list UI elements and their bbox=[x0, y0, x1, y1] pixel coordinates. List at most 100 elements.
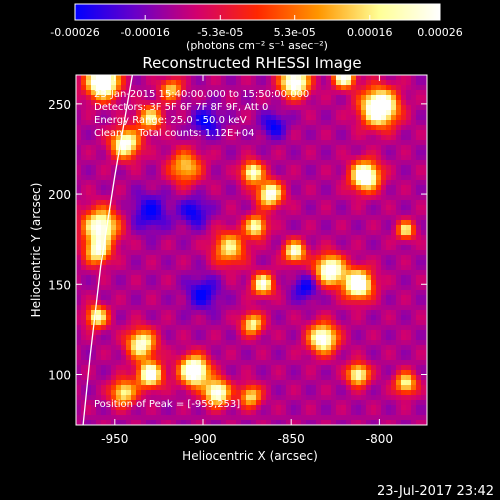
heatmap-cell bbox=[296, 120, 302, 126]
heatmap-cell bbox=[221, 150, 227, 156]
heatmap-cell bbox=[296, 395, 302, 401]
heatmap-cell bbox=[86, 145, 92, 151]
heatmap-cell bbox=[416, 105, 422, 111]
heatmap-cell bbox=[286, 315, 292, 321]
heatmap-cell bbox=[96, 355, 102, 361]
heatmap-cell bbox=[91, 135, 97, 141]
heatmap-cell bbox=[321, 295, 327, 301]
heatmap-cell bbox=[91, 405, 97, 411]
heatmap-cell bbox=[231, 265, 237, 271]
heatmap-cell bbox=[161, 400, 167, 406]
heatmap-cell bbox=[226, 175, 232, 181]
heatmap-cell bbox=[241, 305, 247, 311]
heatmap-cell bbox=[236, 360, 242, 366]
heatmap-cell bbox=[361, 320, 367, 326]
heatmap-cell bbox=[166, 160, 172, 166]
heatmap-cell bbox=[386, 405, 392, 411]
heatmap-cell bbox=[421, 370, 427, 376]
heatmap-cell bbox=[346, 115, 352, 121]
heatmap-cell bbox=[311, 265, 317, 271]
heatmap-cell bbox=[336, 230, 342, 236]
heatmap-cell bbox=[346, 235, 352, 241]
heatmap-cell bbox=[101, 360, 107, 366]
colorbar-tick-label: -0.00016 bbox=[120, 26, 169, 39]
heatmap-cell bbox=[291, 165, 297, 171]
heatmap-cell bbox=[406, 325, 412, 331]
heatmap-cell bbox=[156, 350, 162, 356]
heatmap-cell bbox=[226, 250, 232, 256]
heatmap-cell bbox=[211, 290, 217, 296]
heatmap-cell bbox=[381, 265, 387, 271]
heatmap-cell bbox=[251, 155, 257, 161]
heatmap-cell bbox=[76, 260, 82, 266]
heatmap-cell bbox=[241, 275, 247, 281]
heatmap-cell bbox=[336, 185, 342, 191]
heatmap-cell bbox=[246, 265, 252, 271]
heatmap-cell bbox=[316, 115, 322, 121]
heatmap-cell bbox=[171, 110, 177, 116]
heatmap-cell bbox=[371, 90, 377, 96]
heatmap-cell bbox=[251, 305, 257, 311]
heatmap-cell bbox=[176, 395, 182, 401]
heatmap-cell bbox=[206, 240, 212, 246]
heatmap-cell bbox=[211, 385, 217, 391]
heatmap-cell bbox=[91, 160, 97, 166]
heatmap-cell bbox=[206, 390, 212, 396]
heatmap-cell bbox=[106, 310, 112, 316]
heatmap-cell bbox=[226, 140, 232, 146]
heatmap-cell bbox=[171, 335, 177, 341]
heatmap-cell bbox=[361, 290, 367, 296]
heatmap-cell bbox=[411, 140, 417, 146]
heatmap-cell bbox=[241, 235, 247, 241]
heatmap-cell bbox=[186, 220, 192, 226]
heatmap-cell bbox=[181, 415, 187, 421]
heatmap-cell bbox=[401, 190, 407, 196]
heatmap-cell bbox=[266, 255, 272, 261]
heatmap-cell bbox=[291, 260, 297, 266]
heatmap-cell bbox=[271, 150, 277, 156]
heatmap-cell bbox=[351, 185, 357, 191]
heatmap-cell bbox=[376, 95, 382, 101]
heatmap-cell bbox=[196, 385, 202, 391]
heatmap-cell bbox=[191, 145, 197, 151]
heatmap-cell bbox=[96, 245, 102, 251]
heatmap-cell bbox=[396, 190, 402, 196]
heatmap-cell bbox=[376, 180, 382, 186]
heatmap-cell bbox=[236, 210, 242, 216]
heatmap-cell bbox=[86, 240, 92, 246]
heatmap-cell bbox=[101, 190, 107, 196]
heatmap-cell bbox=[191, 365, 197, 371]
heatmap-cell bbox=[391, 100, 397, 106]
heatmap-cell bbox=[171, 260, 177, 266]
heatmap-cell bbox=[361, 295, 367, 301]
heatmap-cell bbox=[406, 415, 412, 421]
heatmap-cell bbox=[381, 105, 387, 111]
heatmap-cell bbox=[356, 250, 362, 256]
heatmap-cell bbox=[86, 285, 92, 291]
heatmap-cell bbox=[81, 90, 87, 96]
heatmap-cell bbox=[146, 420, 152, 425]
heatmap-cell bbox=[416, 140, 422, 146]
heatmap-cell bbox=[286, 155, 292, 161]
heatmap-cell bbox=[321, 275, 327, 281]
heatmap-cell bbox=[341, 375, 347, 381]
heatmap-cell bbox=[156, 105, 162, 111]
heatmap-cell bbox=[311, 290, 317, 296]
heatmap-cell bbox=[291, 305, 297, 311]
heatmap-cell bbox=[266, 190, 272, 196]
heatmap-cell bbox=[141, 80, 147, 86]
heatmap-cell bbox=[366, 325, 372, 331]
heatmap-cell bbox=[146, 150, 152, 156]
heatmap-cell bbox=[201, 180, 207, 186]
heatmap-cell bbox=[421, 290, 427, 296]
heatmap-cell bbox=[261, 375, 267, 381]
heatmap-cell bbox=[196, 410, 202, 416]
heatmap-cell bbox=[321, 405, 327, 411]
heatmap-cell bbox=[191, 325, 197, 331]
heatmap-cell bbox=[241, 370, 247, 376]
heatmap-cell bbox=[236, 320, 242, 326]
heatmap-cell bbox=[101, 250, 107, 256]
heatmap-cell bbox=[161, 320, 167, 326]
heatmap-cell bbox=[326, 150, 332, 156]
heatmap-cell bbox=[261, 180, 267, 186]
